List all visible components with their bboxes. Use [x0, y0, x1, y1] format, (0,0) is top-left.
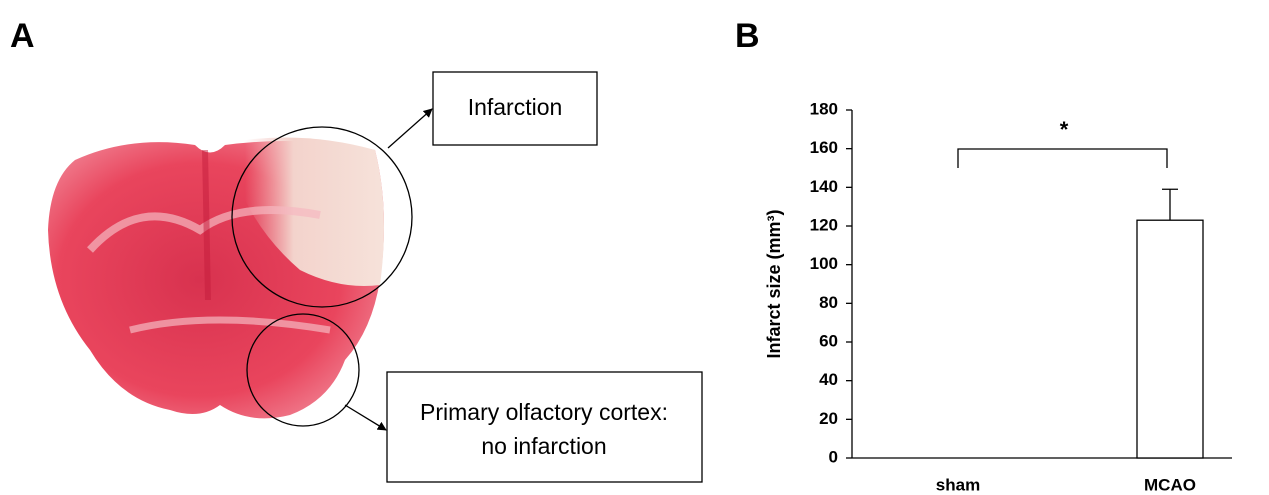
y-tick-label: 20	[819, 409, 838, 428]
annotation: Primary olfactory cortex:	[420, 399, 668, 425]
y-tick-label: 60	[819, 331, 838, 350]
annotation: Infarction	[468, 94, 563, 120]
bar	[1137, 220, 1203, 458]
significance-label: *	[1060, 117, 1069, 142]
panel-label: B	[735, 17, 760, 55]
page: A B Infarction Primary olfactory cortex:…	[0, 0, 1269, 495]
figure: A B Infarction Primary olfactory cortex:…	[0, 0, 1269, 495]
annotation: no infarction	[481, 433, 606, 459]
y-tick-label: 140	[810, 177, 838, 196]
panel-label: A	[10, 17, 35, 55]
error-bar	[1162, 189, 1178, 220]
y-tick-label: 180	[810, 99, 838, 118]
significance-bracket	[958, 149, 1167, 168]
x-tick-label: sham	[936, 475, 980, 494]
y-tick-label: 0	[829, 447, 838, 466]
x-tick-label: MCAO	[1144, 475, 1196, 494]
y-tick-label: 160	[810, 138, 838, 157]
y-axis-label: Infarct size (mm³)	[764, 209, 784, 358]
y-tick-label: 100	[810, 254, 838, 273]
y-tick-label: 120	[810, 215, 838, 234]
y-tick-label: 40	[819, 370, 838, 389]
y-tick-label: 80	[819, 293, 838, 312]
